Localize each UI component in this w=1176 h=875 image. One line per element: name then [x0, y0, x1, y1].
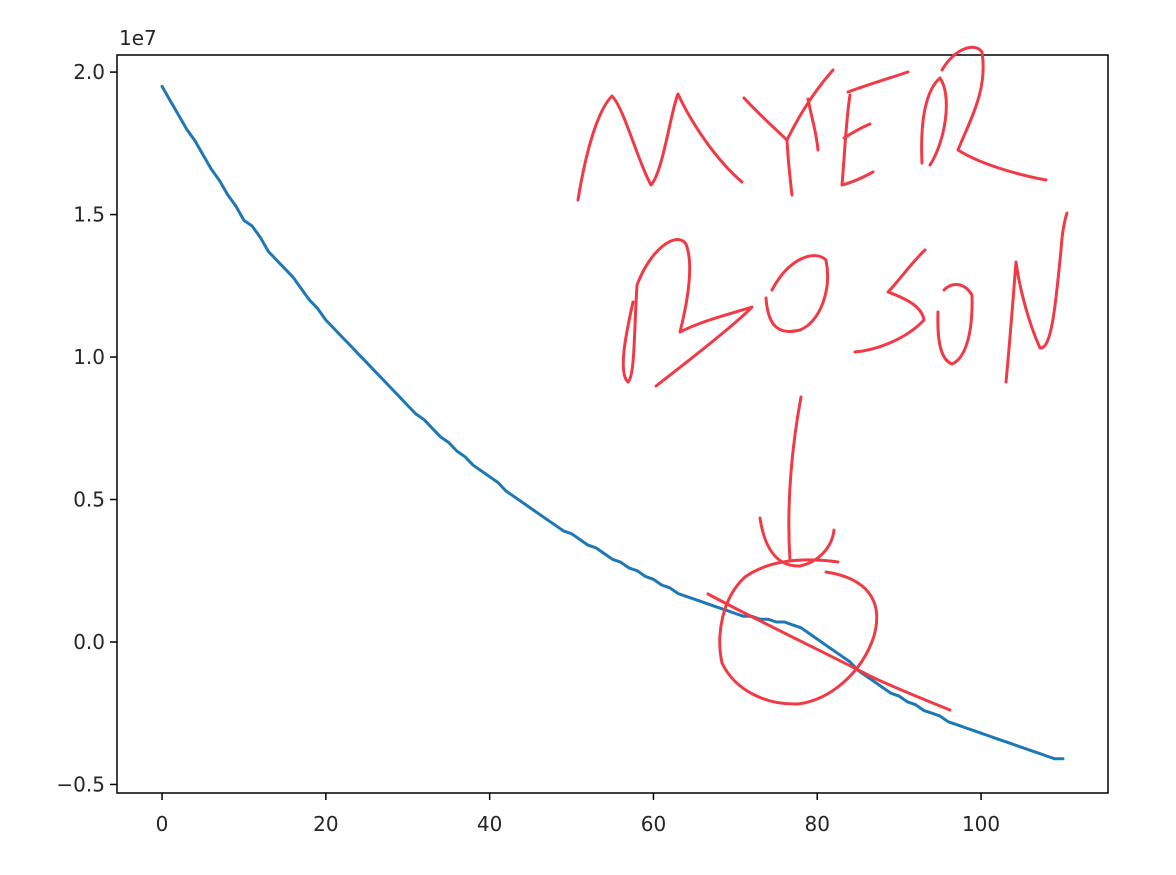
handwritten-text-boson [621, 211, 1069, 388]
handwritten-line [706, 592, 952, 712]
y-tick-label: 0.0 [73, 630, 105, 654]
x-axis-ticks: 0 20 40 60 80 100 [156, 793, 1000, 836]
letter-y [742, 68, 835, 197]
y-tick-label: 0.5 [73, 488, 105, 512]
plot-area-background [117, 55, 1108, 793]
handwritten-annotation [576, 46, 1069, 712]
handwritten-arrow [758, 395, 836, 568]
arrow-head [758, 516, 836, 568]
x-tick-label: 20 [313, 812, 338, 836]
handwritten-text-myer [576, 46, 1048, 202]
y-tick-label: 1.5 [73, 203, 105, 227]
y-tick-label: 1.0 [73, 345, 105, 369]
letter-e [806, 70, 910, 187]
x-tick-label: 0 [156, 812, 169, 836]
y-tick-label: −0.5 [56, 772, 105, 796]
x-tick-label: 100 [962, 812, 1000, 836]
data-series-line [160, 84, 1065, 761]
handwritten-circle [718, 558, 879, 706]
y-offset-label: 1e7 [119, 26, 157, 50]
letter-n [1004, 211, 1069, 384]
x-tick-label: 40 [477, 812, 502, 836]
letter-s [853, 248, 927, 354]
letter-o-1 [764, 254, 830, 333]
x-tick-label: 80 [805, 812, 830, 836]
x-tick-label: 60 [641, 812, 666, 836]
letter-b [621, 238, 754, 388]
letter-r [920, 46, 1048, 182]
axes-frame [116, 54, 1109, 794]
letter-o-2 [936, 283, 974, 366]
y-tick-label: 2.0 [73, 60, 105, 84]
y-axis-ticks: 2.0 1.5 1.0 0.5 0.0 −0.5 [56, 60, 117, 796]
letter-m [576, 92, 744, 202]
arrow-shaft [787, 395, 803, 562]
